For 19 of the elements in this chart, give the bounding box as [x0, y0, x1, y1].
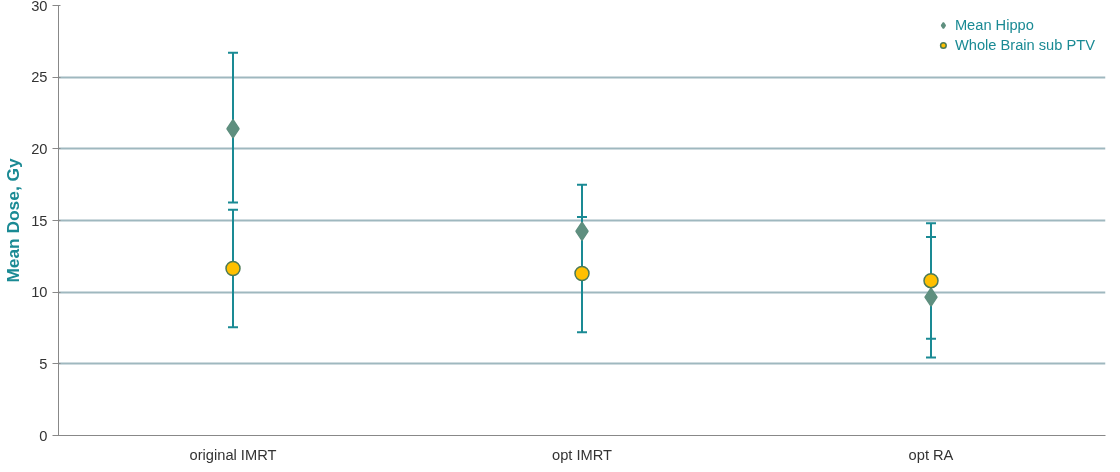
x-tick-label: opt IMRT [552, 446, 613, 463]
y-tick-label: 5 [39, 355, 48, 372]
point [574, 265, 590, 282]
y-tick-label: 20 [31, 140, 48, 157]
legend-label: Mean Hippo [954, 17, 1034, 33]
point [226, 119, 240, 139]
point [225, 260, 241, 277]
y-tick-label: 0 [39, 427, 48, 444]
point [924, 287, 938, 307]
y-axis-title: Mean Dose, Gy [3, 158, 24, 283]
point [575, 221, 589, 241]
y-tick-label: 10 [31, 284, 48, 301]
y-tick-label: 30 [31, 0, 48, 14]
y-tick-label: 15 [31, 212, 48, 229]
x-tick-label: original IMRT [189, 446, 277, 463]
legend-label: Whole Brain sub PTV [954, 37, 1095, 53]
point [923, 272, 939, 289]
y-tick-label: 25 [31, 69, 48, 86]
x-tick-label: opt RA [908, 446, 954, 463]
